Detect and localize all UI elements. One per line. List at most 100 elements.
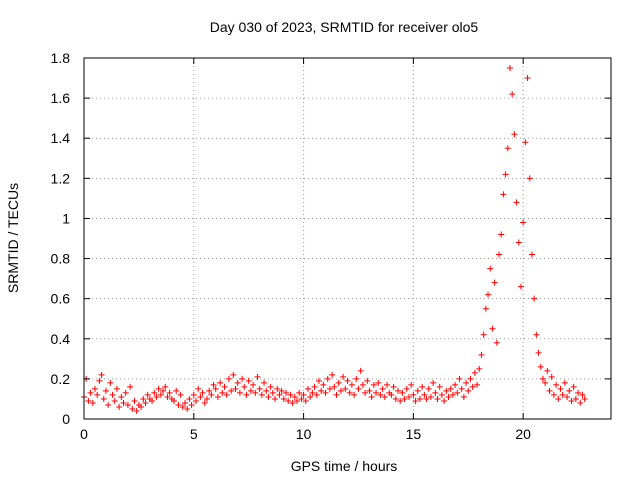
data-point <box>118 393 125 400</box>
data-point <box>364 377 371 384</box>
data-point <box>197 393 204 400</box>
axis-ticks: 0 5 10 15 20 0 0.2 0.4 0.6 0.8 1 1.2 1.4 1.6 1.8 <box>51 50 611 442</box>
data-point <box>291 393 298 400</box>
data-point <box>113 385 120 392</box>
data-point <box>296 389 303 396</box>
data-point <box>144 391 151 398</box>
data-point <box>513 199 520 206</box>
data-point <box>465 387 472 394</box>
data-point <box>384 381 391 388</box>
data-point <box>272 395 279 402</box>
data-point <box>390 383 397 390</box>
data-point <box>274 385 281 392</box>
data-point <box>542 379 549 386</box>
data-point <box>256 385 263 392</box>
data-point <box>89 399 96 406</box>
data-point <box>434 395 441 402</box>
data-point <box>500 191 507 198</box>
data-point <box>474 381 481 388</box>
data-point <box>307 393 314 400</box>
data-point <box>482 305 489 312</box>
data-point <box>539 375 546 382</box>
data-point <box>131 397 138 404</box>
data-point <box>346 389 353 396</box>
data-point <box>184 405 191 412</box>
y-tick-label: 1.4 <box>51 130 71 146</box>
data-point <box>498 231 505 238</box>
data-point <box>212 385 219 392</box>
data-point <box>559 391 566 398</box>
data-point <box>280 395 287 402</box>
data-point <box>445 393 452 400</box>
data-point <box>192 397 199 404</box>
data-point <box>311 383 318 390</box>
data-point <box>258 391 265 398</box>
data-point <box>177 391 184 398</box>
data-point <box>232 385 239 392</box>
data-point <box>142 399 149 406</box>
data-point <box>85 397 92 404</box>
data-point <box>140 395 147 402</box>
data-point <box>520 219 527 226</box>
data-point <box>247 387 254 394</box>
y-tick-label: 0 <box>62 411 70 427</box>
data-point <box>496 251 503 258</box>
data-point <box>298 395 305 402</box>
data-point <box>395 387 402 394</box>
data-point <box>564 393 571 400</box>
data-point <box>438 391 445 398</box>
data-point <box>203 395 210 402</box>
data-point <box>239 375 246 382</box>
data-point <box>427 393 434 400</box>
data-point <box>436 383 443 390</box>
data-point <box>421 391 428 398</box>
data-point <box>122 389 129 396</box>
data-point <box>555 395 562 402</box>
data-point <box>412 397 419 404</box>
data-point <box>509 91 516 98</box>
data-point <box>269 389 276 396</box>
data-point <box>149 397 156 404</box>
data-point <box>476 365 483 372</box>
data-point <box>333 391 340 398</box>
data-point <box>550 391 557 398</box>
data-point <box>487 265 494 272</box>
data-point <box>107 379 114 386</box>
data-point <box>469 383 476 390</box>
data-point <box>531 295 538 302</box>
data-point <box>326 385 333 392</box>
data-point <box>335 379 342 386</box>
data-point <box>355 385 362 392</box>
data-point <box>309 389 316 396</box>
data-point <box>397 397 404 404</box>
data-point <box>359 381 366 388</box>
data-point <box>528 251 535 258</box>
y-tick-label: 1 <box>62 210 70 226</box>
data-point <box>348 381 355 388</box>
data-point <box>575 389 582 396</box>
y-tick-label: 0.6 <box>51 291 71 307</box>
data-point <box>460 393 467 400</box>
data-point <box>388 391 395 398</box>
data-point <box>217 379 224 386</box>
data-point <box>285 397 292 404</box>
data-point <box>557 385 564 392</box>
data-point <box>478 351 485 358</box>
data-point <box>100 395 107 402</box>
data-point <box>401 395 408 402</box>
data-point <box>322 389 329 396</box>
plot-frame <box>83 57 612 420</box>
y-axis-label: SRMTID / TECUs <box>5 183 21 293</box>
data-point <box>537 363 544 370</box>
data-point <box>399 389 406 396</box>
data-point <box>577 399 584 406</box>
data-point <box>230 371 237 378</box>
data-point <box>337 387 344 394</box>
data-point <box>430 379 437 386</box>
data-points <box>81 65 588 414</box>
data-point <box>236 389 243 396</box>
data-point <box>423 395 430 402</box>
data-point <box>300 391 307 398</box>
